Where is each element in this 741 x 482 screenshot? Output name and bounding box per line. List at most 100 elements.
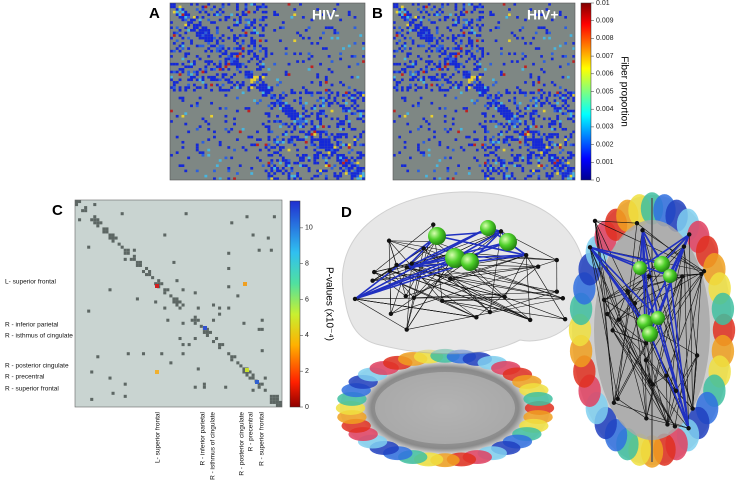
matrix-cell — [272, 397, 276, 401]
matrix-cell — [572, 130, 575, 134]
matrix-cell — [256, 57, 259, 61]
matrix-cell — [316, 42, 320, 45]
matrix-cell — [393, 75, 396, 79]
matrix-cell — [550, 18, 554, 22]
matrix-cell — [462, 8, 466, 11]
column-label: R - inferior parietal — [200, 411, 207, 465]
matrix-cell — [284, 109, 288, 113]
matrix-cell — [502, 177, 506, 180]
matrix-cell — [556, 156, 559, 160]
matrix-cell — [419, 31, 423, 35]
matrix-cell — [120, 245, 124, 249]
matrix-cell — [542, 101, 546, 105]
matrix-cell — [467, 83, 471, 87]
matrix-cell — [475, 75, 479, 79]
matrix-cell — [406, 13, 410, 17]
matrix-cell — [241, 127, 245, 131]
matrix-cell — [422, 153, 426, 157]
network-node — [601, 297, 607, 303]
matrix-cell — [190, 21, 193, 24]
matrix-cell — [417, 16, 420, 19]
matrix-cell — [198, 151, 202, 154]
matrix-cell — [195, 34, 199, 37]
matrix-cell — [201, 44, 205, 48]
matrix-cell — [270, 107, 274, 110]
matrix-cell — [187, 52, 191, 56]
colorbar: 00.0010.0020.0030.0040.0050.0060.0070.00… — [580, 0, 629, 184]
matrix-cell — [484, 120, 487, 123]
matrix-cell — [572, 99, 575, 102]
matrix-cell — [269, 397, 273, 401]
matrix-cell — [238, 130, 242, 134]
matrix-cell — [287, 164, 291, 167]
matrix-cell — [215, 65, 219, 69]
matrix-cell — [175, 303, 179, 307]
matrix-cell — [451, 117, 455, 121]
matrix-cell — [218, 44, 222, 48]
matrix-cell — [459, 49, 463, 53]
matrix-cell — [572, 55, 575, 58]
network-node — [587, 245, 593, 250]
matrix-cell — [276, 159, 279, 162]
matrix-cell — [462, 34, 466, 37]
matrix-cell — [441, 88, 444, 92]
matrix-cell — [108, 233, 112, 237]
matrix-cell — [187, 36, 191, 40]
matrix-cell — [253, 39, 257, 43]
matrix-cell — [227, 169, 231, 173]
matrix-cell — [278, 140, 282, 144]
matrix-cell — [433, 5, 436, 9]
matrix-cell — [548, 174, 551, 178]
matrix-cell — [414, 70, 418, 74]
matrix-cell — [443, 107, 447, 110]
matrix-cell — [250, 73, 254, 76]
matrix-cell — [470, 99, 474, 102]
matrix-cell — [267, 174, 271, 178]
matrix-cell — [446, 68, 450, 71]
matrix-cell — [497, 26, 501, 30]
matrix-cell — [409, 130, 412, 134]
matrix-cell — [569, 34, 573, 37]
matrix-cell — [446, 16, 450, 19]
matrix-cell — [540, 68, 543, 71]
network-edge — [688, 234, 693, 409]
matrix-cell — [258, 60, 262, 63]
matrix-cell — [207, 75, 211, 79]
matrix-cell — [502, 109, 506, 113]
matrix-cell — [230, 127, 234, 131]
matrix-cell — [362, 60, 365, 63]
matrix-cell — [276, 151, 279, 154]
matrix-cell — [492, 159, 495, 162]
matrix-cell — [465, 52, 468, 56]
network-node — [634, 220, 640, 226]
matrix-cell — [296, 161, 300, 165]
matrix-cell — [406, 86, 410, 89]
matrix-cell — [264, 52, 268, 56]
matrix-cell — [475, 65, 479, 69]
matrix-cell — [175, 10, 179, 14]
matrix-cell — [275, 394, 279, 398]
matrix-cell — [247, 73, 251, 76]
matrix-cell — [330, 60, 334, 63]
matrix-cell — [524, 120, 527, 123]
matrix-cell — [478, 122, 482, 126]
matrix-cell — [235, 81, 239, 84]
matrix-cell — [247, 75, 251, 79]
matrix-cell — [198, 68, 202, 71]
matrix-cell — [510, 138, 514, 141]
matrix-cell — [532, 91, 535, 95]
matrix-cell — [548, 101, 551, 105]
matrix-cell — [192, 62, 196, 66]
matrix-cell — [489, 101, 493, 105]
network-edge — [389, 240, 435, 243]
matrix-cell — [486, 161, 490, 165]
matrix-cell — [224, 94, 228, 97]
matrix-cell — [462, 13, 466, 17]
matrix-cell — [502, 172, 506, 175]
matrix-cell — [178, 5, 182, 9]
matrix-cell — [198, 34, 202, 37]
matrix-cell — [210, 83, 214, 87]
matrix-cell — [425, 65, 428, 69]
matrix-cell — [190, 29, 193, 32]
matrix-cell — [494, 94, 498, 97]
